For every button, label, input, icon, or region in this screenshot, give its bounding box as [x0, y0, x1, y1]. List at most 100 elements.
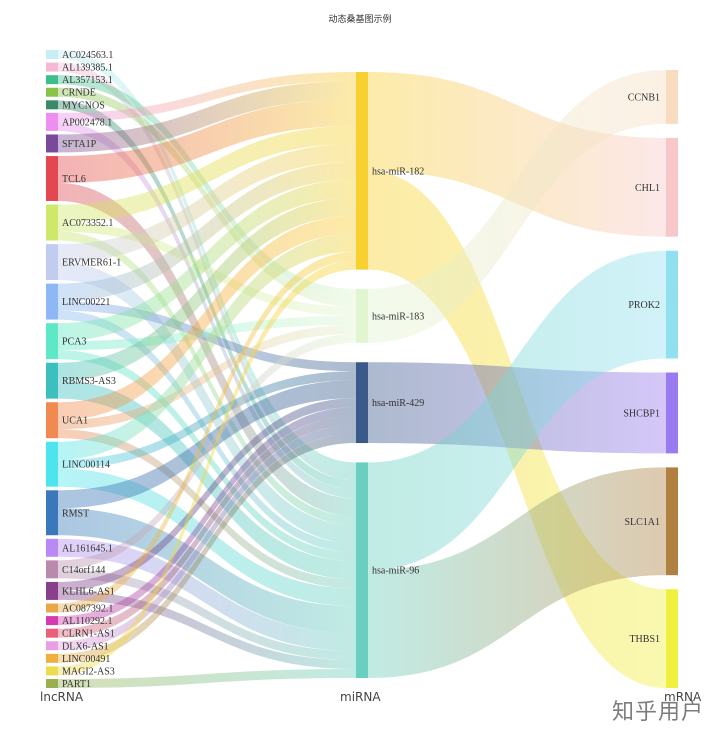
sankey-node[interactable] — [46, 156, 58, 201]
sankey-node[interactable] — [46, 441, 58, 487]
sankey-link[interactable] — [58, 371, 356, 469]
sankey-link[interactable] — [58, 80, 356, 153]
sankey-node[interactable] — [46, 62, 58, 72]
sankey-node[interactable] — [46, 490, 58, 536]
sankey-link[interactable] — [58, 407, 356, 626]
sankey-link[interactable] — [58, 197, 356, 381]
sankey-link[interactable] — [58, 416, 356, 638]
node-label: CLRN1-AS1 — [62, 629, 115, 640]
sankey-link[interactable] — [58, 590, 356, 670]
column-label-lncrna: lncRNA — [40, 690, 84, 704]
sankey-node[interactable] — [46, 666, 58, 676]
node-label: LINC00114 — [62, 460, 110, 471]
sankey-node[interactable] — [666, 137, 678, 237]
sankey-link[interactable] — [58, 569, 356, 661]
sankey-link[interactable] — [58, 143, 356, 263]
sankey-node[interactable] — [46, 204, 58, 241]
sankey-node[interactable] — [356, 288, 368, 343]
node-label: hsa-miR-429 — [372, 398, 424, 409]
sankey-link[interactable] — [58, 434, 356, 663]
sankey-node[interactable] — [46, 362, 58, 399]
sankey-link[interactable] — [58, 262, 356, 544]
sankey-node[interactable] — [356, 362, 368, 444]
node-label: AL110292.1 — [62, 616, 112, 627]
column-label-mrna: mRNA — [664, 690, 702, 704]
sankey-link[interactable] — [368, 70, 666, 343]
node-label: LINC00491 — [62, 654, 110, 665]
node-label: MAGI2-AS3 — [62, 666, 115, 677]
sankey-link[interactable] — [58, 75, 356, 298]
sankey-node[interactable] — [46, 603, 58, 613]
sankey-node[interactable] — [46, 641, 58, 651]
sankey-node[interactable] — [46, 75, 58, 85]
column-label-mirna: miRNA — [340, 690, 381, 704]
sankey-node[interactable] — [46, 87, 58, 97]
node-label: hsa-miR-182 — [372, 166, 424, 177]
node-label: RBMS3-AS3 — [62, 376, 116, 387]
sankey-link[interactable] — [58, 429, 356, 589]
node-label: PART1 — [62, 679, 91, 690]
node-label: AL357153.1 — [62, 75, 113, 86]
sankey-node[interactable] — [46, 628, 58, 638]
sankey-node[interactable] — [666, 70, 678, 124]
sankey-node[interactable] — [46, 50, 58, 59]
sankey-node[interactable] — [46, 244, 58, 281]
sankey-link[interactable] — [58, 324, 356, 430]
sankey-node[interactable] — [46, 100, 58, 110]
sankey-link[interactable] — [58, 538, 356, 652]
sankey-node[interactable] — [46, 283, 58, 320]
sankey-link[interactable] — [58, 72, 356, 122]
sankey-link[interactable] — [58, 315, 356, 351]
sankey-node[interactable] — [46, 134, 58, 153]
sankey-link[interactable] — [58, 179, 356, 342]
node-label: AC087392.1 — [62, 604, 113, 615]
node-label: AC024563.1 — [62, 50, 113, 61]
sankey-link[interactable] — [58, 425, 356, 651]
node-label: MYCNOS — [62, 100, 105, 111]
sankey-link[interactable] — [58, 380, 356, 580]
sankey-link[interactable] — [368, 467, 666, 678]
sankey-link[interactable] — [58, 233, 356, 460]
sankey-link[interactable] — [58, 669, 356, 688]
node-label: hsa-miR-183 — [372, 311, 424, 322]
sankey-node[interactable] — [666, 589, 678, 688]
node-label: C14orf144 — [62, 565, 105, 576]
sankey-link[interactable] — [368, 250, 666, 571]
sankey-node[interactable] — [46, 402, 58, 439]
watermark: 知乎用户 — [612, 700, 705, 725]
node-label: hsa-miR-96 — [372, 566, 419, 577]
sankey-node[interactable] — [356, 72, 368, 270]
sankey-node[interactable] — [46, 112, 58, 131]
sankey-node[interactable] — [46, 616, 58, 626]
node-label: RMST — [62, 508, 89, 519]
sankey-node[interactable] — [46, 323, 58, 360]
sankey-link[interactable] — [58, 333, 356, 570]
sankey-node[interactable] — [46, 560, 58, 579]
node-label: PROK2 — [628, 300, 660, 311]
sankey-node[interactable] — [46, 679, 58, 688]
links — [58, 50, 666, 688]
sankey-node[interactable] — [46, 538, 58, 557]
sankey-link[interactable] — [58, 125, 356, 223]
node-label: AC073352.1 — [62, 218, 113, 229]
sankey-node[interactable] — [356, 462, 368, 678]
sankey-link[interactable] — [58, 215, 356, 421]
sankey-node[interactable] — [46, 653, 58, 663]
sankey-link[interactable] — [58, 398, 356, 591]
sankey-link[interactable] — [58, 98, 356, 184]
sankey-node[interactable] — [666, 250, 678, 359]
node-label: AL139385.1 — [62, 63, 113, 74]
sankey-link[interactable] — [58, 161, 356, 302]
sankey-link[interactable] — [58, 380, 356, 509]
node-label: ERVMER61-1 — [62, 258, 121, 269]
node-label: SLC1A1 — [624, 517, 660, 528]
sankey-link[interactable] — [58, 251, 356, 613]
sankey-node[interactable] — [666, 372, 678, 454]
sankey-node[interactable] — [46, 581, 58, 600]
sankey-link[interactable] — [58, 260, 356, 676]
sankey-node[interactable] — [666, 467, 678, 576]
sankey-link[interactable] — [368, 72, 666, 237]
node-label: CRNDE — [62, 88, 96, 99]
chart-title: 动态桑基图示例 — [328, 15, 392, 25]
